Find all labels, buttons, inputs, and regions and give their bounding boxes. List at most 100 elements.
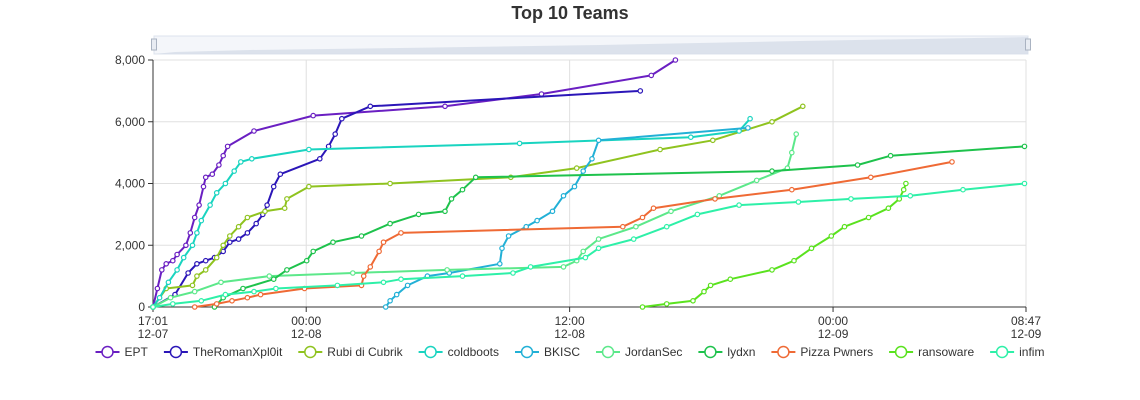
data-point[interactable] [191,304,198,310]
data-point[interactable] [310,112,317,119]
data-point[interactable] [284,196,290,202]
data-point[interactable] [273,285,279,292]
data-point[interactable] [712,196,718,202]
data-point[interactable] [398,230,404,236]
data-point[interactable] [727,276,734,283]
data-point[interactable] [560,193,567,199]
data-point[interactable] [828,233,835,239]
data-point[interactable] [170,301,176,307]
data-point[interactable] [334,282,341,289]
data-point[interactable] [701,288,707,295]
data-point[interactable] [163,260,170,267]
data-point[interactable] [907,193,914,199]
data-point[interactable] [865,214,872,221]
data-point[interactable] [672,57,679,63]
data-point[interactable] [235,236,242,242]
data-point[interactable] [198,297,205,304]
data-point[interactable] [222,291,229,298]
data-point[interactable] [264,202,270,208]
data-point[interactable] [174,267,180,273]
data-point[interactable] [444,267,450,273]
data-point[interactable] [791,257,797,264]
data-point[interactable] [281,205,288,212]
data-point[interactable] [949,159,955,165]
data-point[interactable] [380,279,387,286]
data-point[interactable] [663,223,670,230]
data-point[interactable] [270,183,277,190]
data-point[interactable] [200,183,207,190]
data-point[interactable] [769,119,775,125]
data-point[interactable] [867,174,874,181]
data-point[interactable] [202,267,209,273]
data-point[interactable] [505,233,512,239]
data-point[interactable] [448,196,455,202]
data-point[interactable] [227,233,233,239]
data-point[interactable] [189,242,196,249]
data-point[interactable] [793,131,800,137]
data-point[interactable] [238,159,244,165]
data-point[interactable] [510,270,516,276]
legend-item-pizza-pwners[interactable]: Pizza Pwners [771,345,873,359]
data-point[interactable] [220,152,227,159]
data-point[interactable] [174,251,180,258]
legend-item-ransoware[interactable]: ransoware [889,345,974,359]
data-point[interactable] [332,131,339,137]
data-point[interactable] [229,297,235,304]
data-point[interactable] [1021,180,1028,187]
legend-item-jordansec[interactable]: JordanSec [596,345,682,359]
data-point[interactable] [387,297,393,304]
data-point[interactable] [196,202,202,208]
data-point[interactable] [668,208,674,215]
data-point[interactable] [516,140,523,147]
data-point[interactable] [459,186,466,193]
data-point[interactable] [183,242,189,249]
data-point[interactable] [595,245,602,252]
legend-item-ept[interactable]: EPT [95,345,149,359]
data-point[interactable] [747,115,753,122]
data-zoom-handle-right[interactable] [1025,38,1031,51]
data-point[interactable] [580,248,587,255]
data-point[interactable] [639,304,646,310]
data-point[interactable] [690,297,696,304]
data-point[interactable] [316,156,323,162]
data-point[interactable] [788,186,795,193]
data-point[interactable] [191,288,198,295]
data-point[interactable] [202,174,209,181]
data-point[interactable] [310,248,317,255]
legend-item-coldboots[interactable]: coldboots [418,345,499,359]
data-point[interactable] [595,236,602,242]
data-point[interactable] [253,220,260,227]
data-point[interactable] [222,180,229,187]
data-point[interactable] [382,304,389,310]
data-point[interactable] [639,214,646,221]
data-point[interactable] [788,149,795,156]
data-point[interactable] [244,230,251,236]
data-point[interactable] [573,165,580,171]
data-point[interactable] [549,208,556,215]
data-point[interactable] [707,282,714,289]
data-point[interactable] [257,291,264,298]
data-point[interactable] [694,211,701,218]
data-point[interactable] [442,208,448,215]
legend-item-lydxn[interactable]: lydxn [698,345,755,359]
data-point[interactable] [284,267,290,273]
data-point[interactable] [154,285,161,292]
data-point[interactable] [709,137,716,144]
data-point[interactable] [251,288,257,295]
data-point[interactable] [854,162,861,168]
data-point[interactable] [415,211,422,218]
data-point[interactable] [191,214,198,221]
data-point[interactable] [198,217,205,224]
data-point[interactable] [180,254,187,261]
data-point[interactable] [306,183,312,190]
data-point[interactable] [330,239,336,246]
data-point[interactable] [249,156,255,162]
data-point[interactable] [527,264,534,270]
data-point[interactable] [244,294,251,301]
data-point[interactable] [367,103,374,110]
data-point[interactable] [736,202,742,208]
data-point[interactable] [808,245,815,252]
data-point[interactable] [376,248,382,255]
data-point[interactable] [150,304,156,310]
data-point[interactable] [231,168,238,174]
